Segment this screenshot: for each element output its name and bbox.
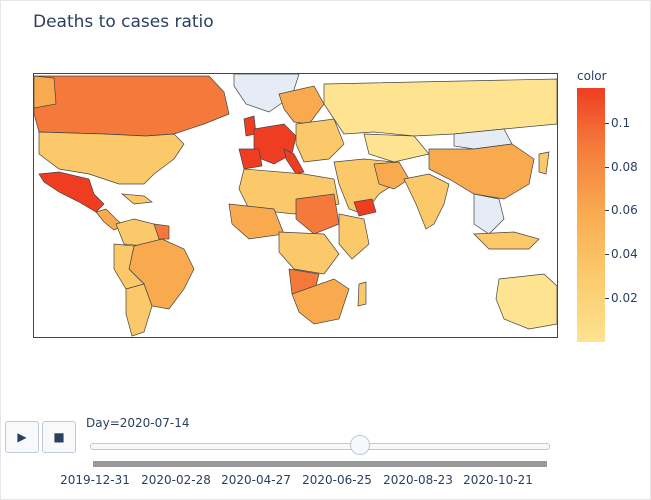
region-caribbean xyxy=(120,193,153,205)
play-icon: ▶ xyxy=(17,430,27,444)
slider-tick-label[interactable]: 2020-08-23 xyxy=(383,473,453,487)
region-mexico xyxy=(38,171,105,213)
stop-button[interactable]: ■ xyxy=(42,421,76,453)
region-east-africa xyxy=(338,213,370,260)
slider-current-value: Day=2020-07-14 xyxy=(86,416,190,430)
region-kazakhstan xyxy=(363,133,430,163)
slider-tick-label[interactable]: 2020-10-21 xyxy=(463,473,533,487)
region-usa xyxy=(38,131,185,185)
slider-tick-marks xyxy=(93,461,547,467)
region-west-africa xyxy=(228,203,285,240)
region-alaska xyxy=(34,75,57,109)
chart-title: Deaths to cases ratio xyxy=(33,12,214,32)
region-iberia xyxy=(238,148,263,170)
region-central-africa xyxy=(278,231,340,275)
slider-tick-label[interactable]: 2020-04-27 xyxy=(221,473,291,487)
region-eastern-europe xyxy=(295,118,345,163)
colorbar-tick: 0.08 xyxy=(605,160,638,174)
region-italy xyxy=(283,148,305,175)
region-indonesia xyxy=(473,231,540,250)
region-iran xyxy=(373,161,410,190)
region-argentina-chile xyxy=(125,283,153,337)
region-russia xyxy=(323,78,557,137)
region-australia xyxy=(495,273,557,330)
colorbar-tick: 0.1 xyxy=(604,116,631,130)
colorbar-tick: 0.06 xyxy=(605,203,638,217)
colorbar-title: color xyxy=(577,69,607,83)
region-chad-sudan xyxy=(295,193,340,235)
slider-tick-label[interactable]: 2020-02-28 xyxy=(141,473,211,487)
slider-tick-label[interactable]: 2019-12-31 xyxy=(60,473,130,487)
colorbar-tick: 0.02 xyxy=(605,291,638,305)
colorbar-tick: 0.04 xyxy=(605,247,638,261)
world-map[interactable] xyxy=(33,73,558,338)
region-canada xyxy=(34,75,230,137)
slider-tick-label[interactable]: 2020-06-25 xyxy=(302,473,372,487)
region-yemen xyxy=(353,198,377,217)
stop-icon: ■ xyxy=(53,430,65,444)
colorbar-gradient xyxy=(577,88,605,342)
map-svg xyxy=(34,74,557,337)
play-button[interactable]: ▶ xyxy=(5,421,39,453)
region-china xyxy=(428,143,535,200)
region-southeast-asia xyxy=(473,193,505,235)
slider-handle[interactable] xyxy=(350,435,371,455)
region-japan xyxy=(538,151,550,175)
region-guyanas xyxy=(153,223,170,240)
region-greenland xyxy=(233,74,300,113)
region-madagascar xyxy=(357,281,367,307)
slider-rail[interactable] xyxy=(90,443,550,450)
region-southern-africa xyxy=(291,278,350,325)
region-india xyxy=(403,173,450,230)
